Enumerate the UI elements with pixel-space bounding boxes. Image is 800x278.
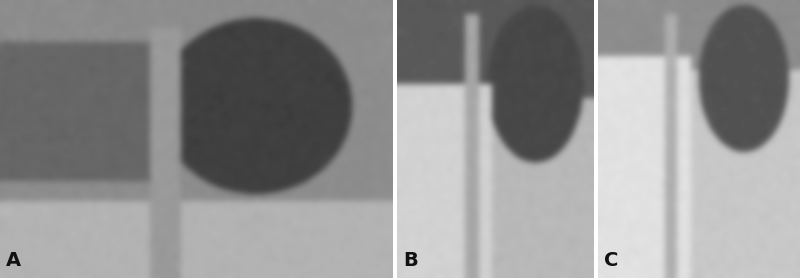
Text: B: B (403, 251, 418, 270)
Text: A: A (6, 251, 21, 270)
Text: C: C (604, 251, 618, 270)
